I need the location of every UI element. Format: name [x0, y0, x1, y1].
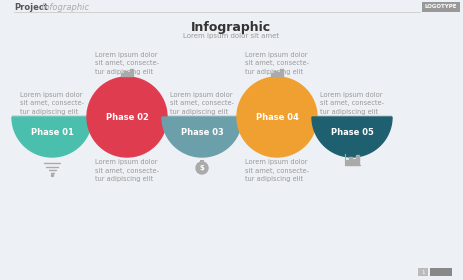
Bar [349, 157, 351, 165]
Bar [271, 73, 274, 76]
Polygon shape [162, 117, 242, 157]
Bar [345, 160, 348, 165]
Text: Phase 05: Phase 05 [331, 128, 374, 137]
Bar [356, 155, 358, 165]
Bar [131, 69, 132, 76]
Bar [125, 71, 126, 76]
Text: Phase 04: Phase 04 [256, 113, 299, 122]
Text: Lorem ipsum dolor
sit amet, consecte-
tur adipiscing elit: Lorem ipsum dolor sit amet, consecte- tu… [95, 52, 159, 75]
Bar [121, 73, 124, 76]
FancyBboxPatch shape [12, 115, 392, 119]
Bar [127, 72, 130, 76]
Text: Infographic: Infographic [39, 3, 89, 11]
Bar [281, 69, 282, 76]
Circle shape [196, 162, 208, 174]
Polygon shape [12, 117, 92, 157]
Polygon shape [312, 117, 392, 157]
FancyBboxPatch shape [200, 160, 204, 162]
Text: 1: 1 [421, 269, 425, 274]
Bar [275, 71, 276, 76]
FancyBboxPatch shape [430, 268, 452, 276]
Bar [352, 159, 355, 165]
FancyBboxPatch shape [418, 268, 428, 276]
Circle shape [87, 77, 167, 157]
Text: Lorem ipsum dolor sit amet: Lorem ipsum dolor sit amet [183, 33, 279, 39]
Circle shape [237, 77, 317, 157]
Text: Phase 01: Phase 01 [31, 128, 74, 137]
Text: Phase 03: Phase 03 [181, 128, 223, 137]
Text: Lorem ipsum dolor
sit amet, consecte-
tur adipiscing elit: Lorem ipsum dolor sit amet, consecte- tu… [245, 52, 309, 75]
Text: Project: Project [14, 3, 48, 11]
Text: $: $ [200, 165, 205, 171]
Text: Lorem ipsum dolor
sit amet, consecte-
tur adipiscing elit: Lorem ipsum dolor sit amet, consecte- tu… [320, 92, 384, 115]
Text: Phase 02: Phase 02 [106, 113, 149, 122]
Text: Infographic: Infographic [191, 20, 271, 34]
Text: Lorem ipsum dolor
sit amet, consecte-
tur adipiscing elit: Lorem ipsum dolor sit amet, consecte- tu… [95, 159, 159, 182]
Text: Lorem ipsum dolor
sit amet, consecte-
tur adipiscing elit: Lorem ipsum dolor sit amet, consecte- tu… [170, 92, 234, 115]
Text: Lorem ipsum dolor
sit amet, consecte-
tur adipiscing elit: Lorem ipsum dolor sit amet, consecte- tu… [20, 92, 84, 115]
FancyBboxPatch shape [422, 2, 460, 12]
Text: LOGOTYPE: LOGOTYPE [425, 4, 457, 10]
Bar [277, 72, 280, 76]
Text: Lorem ipsum dolor
sit amet, consecte-
tur adipiscing elit: Lorem ipsum dolor sit amet, consecte- tu… [245, 159, 309, 182]
